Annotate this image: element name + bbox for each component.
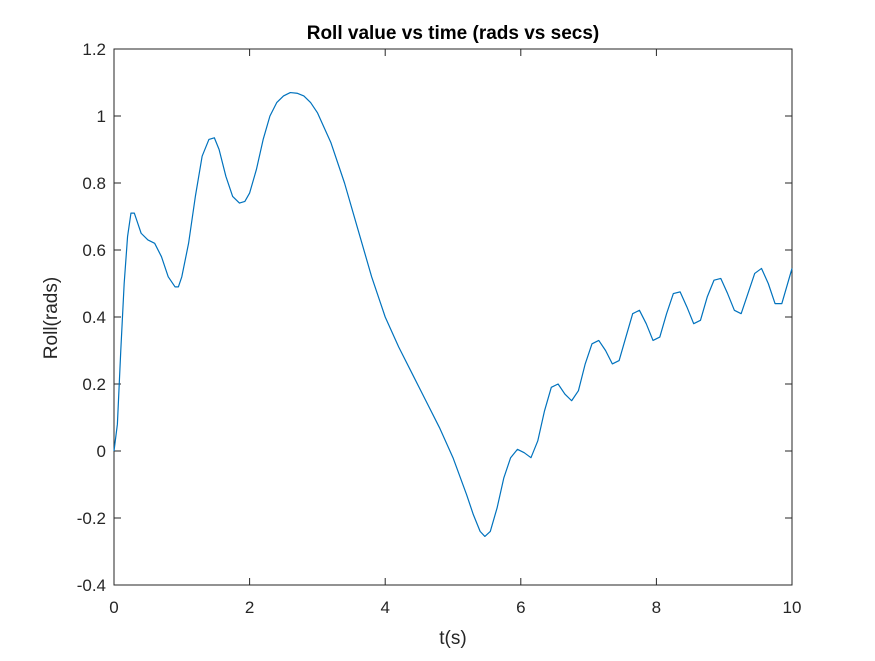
y-tick-label: -0.4 <box>77 576 106 595</box>
y-tick-label: 0.8 <box>82 174 106 193</box>
series-line-roll <box>113 91 793 538</box>
y-tick-label: 0.4 <box>82 308 106 327</box>
ticks <box>113 48 793 586</box>
x-tick-label: 8 <box>652 598 661 617</box>
x-tick-label: 6 <box>516 598 525 617</box>
y-tick-label: 0.2 <box>82 375 106 394</box>
y-tick-label: 0 <box>97 442 106 461</box>
x-tick-label: 10 <box>783 598 802 617</box>
x-tick-label: 4 <box>380 598 389 617</box>
y-tick-label: -0.2 <box>77 509 106 528</box>
chart-title: Roll value vs time (rads vs secs) <box>307 23 600 44</box>
axes-box <box>113 48 793 586</box>
y-tick-label: 1 <box>97 107 106 126</box>
x-axis-label: t(s) <box>439 628 466 649</box>
x-tick-label: 0 <box>109 598 118 617</box>
y-tick-label: 0.6 <box>82 241 106 260</box>
tick-labels: 0 2 4 6 8 10 -0.4 -0.2 0 0.2 0.4 0.6 0.8 1 1.2 <box>77 40 802 617</box>
x-tick-label: 2 <box>245 598 254 617</box>
y-tick-label: 1.2 <box>82 40 106 59</box>
y-axis-label: Roll(rads) <box>41 277 62 359</box>
